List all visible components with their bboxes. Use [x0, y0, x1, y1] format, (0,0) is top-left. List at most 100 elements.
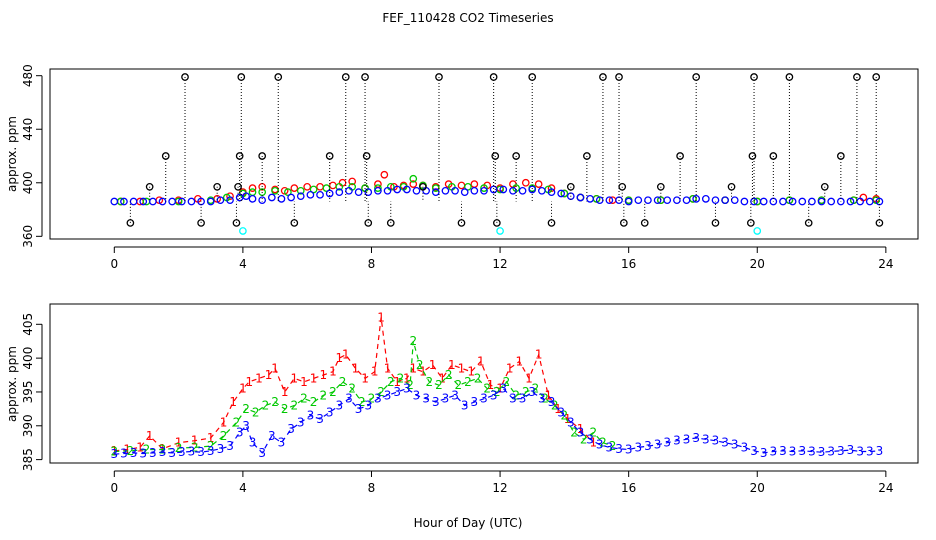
series-outliers-point [618, 182, 627, 191]
series-outliers-point [341, 73, 350, 81]
series-3-point [335, 188, 344, 196]
series-2-point-label: 2 [406, 378, 414, 392]
series-2-point [271, 186, 279, 195]
series-outliers-point [750, 73, 758, 81]
series-1-point-label: 1 [516, 355, 524, 369]
series-3-point [120, 197, 128, 206]
series-3-point [779, 197, 787, 206]
series-2-point-label: 2 [175, 441, 183, 455]
series-1-point [348, 177, 357, 186]
series-3-point-label: 3 [770, 444, 778, 458]
series-outliers-point [512, 152, 520, 160]
series-3-point-label: 3 [673, 434, 681, 448]
series-2-point-label: 2 [541, 392, 549, 406]
series-3-point-label: 3 [451, 388, 459, 402]
series-3-point [470, 186, 479, 195]
series-3-point-label: 3 [750, 444, 758, 458]
series-outliers-point [126, 219, 135, 227]
series-1-point [534, 180, 543, 188]
bottom-plot-frame [49, 303, 919, 464]
series-3-point [451, 186, 459, 195]
series-outliers-point [258, 152, 267, 160]
series-outliers-point [640, 219, 649, 227]
series-2-point [480, 184, 488, 192]
series-2-point-label: 2 [220, 429, 228, 443]
bottom-y-tick-label: 385 [21, 448, 35, 471]
series-2-point-label: 2 [329, 385, 337, 399]
series-outliers-point [364, 219, 373, 227]
series-outliers-point [769, 152, 778, 160]
series-outliers-point [325, 152, 334, 160]
series-1-point-label: 1 [319, 368, 327, 382]
top-x-axis: 0 4 8 12 16 20 24 [110, 246, 893, 271]
series-2-point-label: 2 [474, 371, 482, 385]
series-2-point-label: 2 [409, 334, 417, 348]
series-1-point-label: 1 [191, 434, 199, 448]
series-3-point [460, 188, 469, 196]
series-3-point [788, 197, 797, 206]
series-3-point-label: 3 [663, 436, 671, 450]
series-2-point-label: 2 [339, 375, 347, 389]
series-3-point-label: 3 [307, 409, 315, 423]
series-3-point [740, 197, 749, 206]
series-3-point-label: 3 [856, 444, 864, 458]
series-1-point-label: 1 [245, 375, 253, 389]
series-3-point-label: 3 [490, 388, 498, 402]
series-3-point-label: 3 [364, 398, 372, 412]
series-outliers-point [528, 73, 537, 81]
series-3-point-label: 3 [519, 392, 527, 406]
series-3-point-label: 3 [499, 382, 507, 396]
top-panel: 0 4 8 12 16 20 24 360 400 440 480 approx. ppm [5, 64, 919, 271]
chart-title: FEF_110428 CO2 Timeseries [382, 11, 553, 25]
series-3-point [129, 197, 138, 206]
series-outliers-point [566, 182, 575, 191]
series-2-point-label: 2 [191, 440, 199, 454]
series-3-point-label: 3 [654, 438, 662, 452]
series-3-point [827, 197, 836, 206]
series-1-point-label: 1 [281, 385, 289, 399]
series-outliers-point [676, 152, 684, 160]
series-3-point [412, 186, 421, 195]
series-2-point-label: 2 [271, 395, 279, 409]
series-1-point [329, 181, 337, 190]
series-outliers-point [493, 219, 501, 227]
series-3-point [528, 185, 537, 194]
series-3-point [547, 188, 556, 196]
series-2-point [409, 174, 418, 183]
series-1-point [290, 184, 299, 192]
series-3-point [682, 196, 691, 205]
series-2-point-label: 2 [570, 426, 578, 440]
series-2-point-label: 2 [252, 405, 260, 419]
series-3-point [489, 185, 498, 194]
series-3-point [374, 186, 382, 195]
series-3-point-label: 3 [149, 446, 157, 460]
series-3-point [856, 197, 864, 206]
series-3-point [663, 196, 672, 205]
series-1-point-label: 1 [336, 351, 344, 365]
series-3-point-label: 3 [178, 445, 186, 459]
series-2-point-label: 2 [609, 439, 617, 453]
series-1-point-label: 1 [175, 436, 183, 450]
series-3-point-label: 3 [297, 415, 305, 429]
bottom-x-tick-label: 16 [621, 481, 636, 495]
series-1-point-label: 1 [544, 388, 552, 402]
top-y-tick-label: 360 [21, 225, 35, 248]
series-1-point-label: 1 [371, 365, 379, 379]
series-1-point-label: 1 [300, 375, 308, 389]
series-2-point-label: 2 [532, 382, 540, 396]
series-2-point-label: 2 [262, 398, 270, 412]
series-1-point-label: 1 [458, 361, 466, 375]
series-outliers-point [804, 219, 813, 227]
series-3-point-label: 3 [866, 444, 874, 458]
series-3-point-label: 3 [345, 392, 353, 406]
series-2-point-label: 2 [159, 442, 167, 456]
series-2-point-label: 2 [551, 398, 559, 412]
series-3-point [653, 196, 662, 205]
series-2-point-label: 2 [503, 375, 511, 389]
series-1-point-label: 1 [352, 361, 360, 375]
series-3-point-label: 3 [258, 446, 266, 460]
series-3-point-label: 3 [207, 444, 215, 458]
series-1-point-label: 1 [477, 355, 485, 369]
series-3-point [576, 193, 585, 202]
series-1-point [316, 182, 324, 191]
